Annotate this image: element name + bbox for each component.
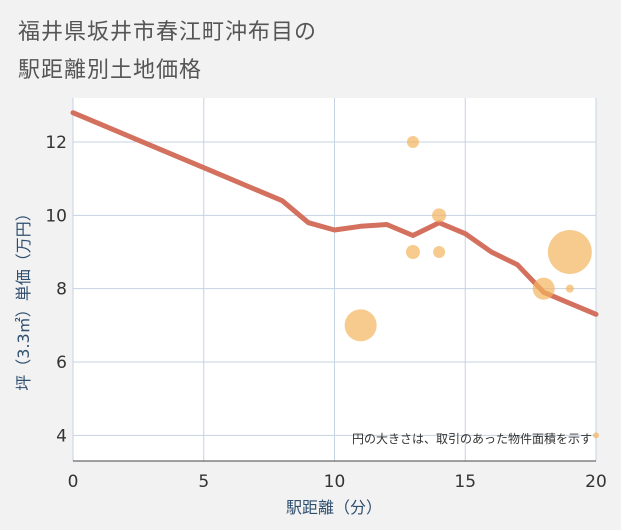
data-point [344, 309, 377, 342]
y-tick-label: 4 [56, 426, 67, 446]
chart-title-line1: 福井県坂井市春江町沖布目の [18, 20, 318, 45]
y-axis-label: 坪（3.3㎡）単価（万円） [14, 205, 33, 390]
x-axis-label: 駅距離（分） [286, 498, 382, 517]
y-tick-label: 12 [45, 133, 67, 153]
x-tick-label: 20 [585, 472, 607, 492]
data-point [405, 245, 420, 259]
data-point [433, 246, 446, 258]
trend-line-layer [70, 110, 599, 317]
x-tick-label: 10 [324, 472, 346, 492]
y-tick-label: 6 [56, 353, 67, 373]
trend-line [70, 110, 599, 317]
points-layer [344, 136, 599, 439]
x-tick-label: 0 [68, 472, 79, 492]
y-tick-label: 10 [45, 206, 67, 226]
data-point [547, 230, 592, 274]
x-ticks: 0 5 10 15 20 [68, 472, 607, 492]
data-point [593, 432, 599, 439]
data-point [565, 284, 574, 293]
y-ticks: 4 6 8 10 12 [45, 133, 67, 446]
data-point [532, 277, 555, 300]
data-point [406, 136, 419, 148]
x-tick-label: 5 [198, 472, 209, 492]
x-tick-label: 15 [454, 472, 476, 492]
data-point [432, 208, 447, 223]
grid [72, 98, 597, 462]
size-note: 円の大きさは、取引のあった物件面積を示す [352, 431, 592, 446]
chart-title-line2: 駅距離別土地価格 [18, 58, 203, 83]
y-tick-label: 8 [56, 280, 67, 300]
